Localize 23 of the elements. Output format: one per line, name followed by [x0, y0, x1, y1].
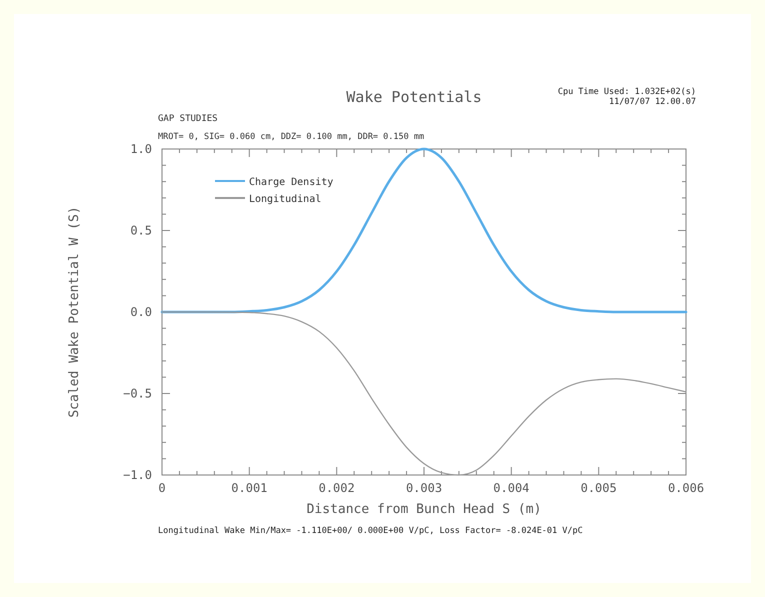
text: Cpu Time Used: 1.032E+02(s): [558, 87, 696, 97]
x-tick-label: 0.005: [580, 481, 617, 495]
y-tick-label: −0.5: [123, 386, 152, 400]
line-series: [161, 311, 687, 476]
x-tick-label: 0.003: [406, 481, 442, 495]
y-tick-label: 0.0: [130, 305, 152, 319]
x-tick-label: 0.004: [493, 481, 530, 495]
x-axis-title: Distance from Bunch Head S (m): [306, 502, 542, 517]
text: MROT= 0, SIG= 0.060 cm, DDZ= 0.100 mm, DDR= 0.150 mm: [158, 132, 424, 142]
text: 11/07/07 12.00.07: [609, 97, 696, 107]
y-axis-title: Scaled Wake Potential W (S): [67, 206, 82, 418]
legend-label: Charge Density: [249, 177, 334, 188]
chart-subtitle: GAP STUDIES: [158, 114, 218, 124]
chart-title: Wake Potentials: [346, 88, 482, 106]
legend-label: Longitudinal: [249, 194, 322, 205]
text: Longitudinal Wake Min/Max= -1.110E+00/ 0.000E+00 V/pC, Loss Factor= -8.024E-01 V/pC: [158, 526, 583, 536]
x-tick-label: 0.002: [318, 481, 355, 495]
y-tick-label: −1.0: [123, 468, 152, 482]
y-tick-label: 1.0: [130, 142, 152, 156]
x-tick-label: 0.006: [668, 481, 704, 495]
x-tick-label: 0: [158, 481, 166, 495]
y-tick-label: 0.5: [130, 224, 152, 238]
x-tick-label: 0.001: [231, 481, 268, 495]
